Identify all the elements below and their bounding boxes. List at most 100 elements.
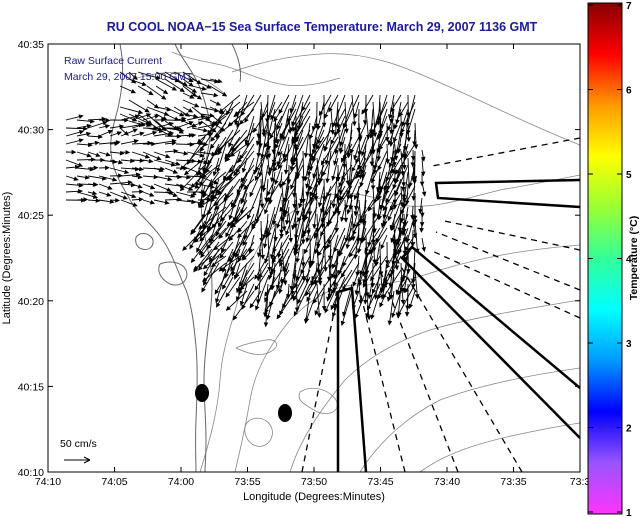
coastline-path — [158, 261, 188, 286]
colorbar-tick-label: 4 — [626, 255, 632, 266]
vector-arrowhead — [418, 208, 423, 214]
current-vector — [320, 185, 332, 213]
current-vector — [414, 220, 419, 253]
vector-arrowhead — [199, 231, 205, 238]
current-vector — [267, 213, 276, 237]
current-vector — [341, 290, 353, 326]
current-vector — [252, 199, 262, 228]
vector-arrowhead — [255, 166, 260, 172]
vector-arrowhead — [324, 160, 330, 166]
current-vector — [244, 94, 262, 123]
vector-arrowhead — [249, 303, 255, 309]
current-vector — [180, 143, 206, 170]
vector-arrowhead — [330, 289, 336, 295]
current-vector — [314, 227, 325, 254]
current-vector — [304, 157, 311, 181]
current-vector — [370, 115, 381, 138]
vector-arrowhead — [340, 216, 345, 223]
vector-arrowhead — [385, 159, 390, 165]
current-vector — [358, 262, 367, 286]
vector-arrowhead — [175, 161, 181, 166]
vector-arrowhead — [280, 278, 286, 284]
y-tick-label: 40:20 — [18, 296, 44, 308]
vector-arrowhead — [313, 196, 319, 201]
current-vector — [297, 276, 311, 304]
vector-arrowhead — [357, 174, 363, 180]
current-vector — [398, 227, 409, 254]
vector-arrowhead — [330, 129, 335, 135]
vector-arrowhead — [78, 188, 83, 194]
current-vector — [366, 290, 374, 318]
current-vector — [265, 178, 269, 202]
current-vector — [191, 206, 213, 234]
current-vector — [192, 171, 213, 197]
current-vector — [283, 136, 297, 162]
vector-arrowhead — [174, 116, 180, 121]
current-vector — [409, 164, 416, 187]
vector-arrowhead — [259, 203, 265, 209]
vector-arrowhead — [193, 113, 199, 119]
current-vector — [317, 234, 332, 256]
current-vector — [360, 143, 374, 174]
current-vector — [346, 220, 353, 249]
vector-arrowhead — [279, 261, 284, 267]
colorbar-tick-label: 6 — [626, 86, 632, 97]
current-vector — [377, 171, 381, 200]
x-axis-label: Longitude (Degrees:Minutes) — [243, 491, 385, 503]
vector-arrowhead — [154, 114, 160, 119]
vector-arrowhead — [256, 252, 262, 258]
y-tick-label: 40:35 — [18, 39, 44, 51]
vector-arrowhead — [190, 229, 195, 236]
current-vector — [395, 143, 416, 174]
vector-arrowhead — [323, 210, 329, 216]
vector-arrowhead — [394, 265, 400, 271]
vector-arrowhead — [267, 266, 272, 272]
vector-arrowhead — [122, 195, 129, 200]
colorbar-tick-label: 2 — [626, 424, 632, 435]
vector-arrowhead — [264, 154, 270, 160]
vector-arrowhead — [248, 248, 253, 254]
vector-arrowhead — [263, 312, 268, 318]
vector-arrowhead — [236, 287, 241, 294]
vector-arrowhead — [382, 205, 388, 212]
vector-arrowhead — [240, 197, 245, 204]
current-vector — [219, 94, 241, 113]
vector-arrowhead — [394, 250, 400, 256]
current-vector — [309, 143, 312, 171]
current-vector — [268, 255, 276, 280]
vector-arrowhead — [158, 167, 164, 173]
vector-arrowhead — [138, 197, 144, 202]
overlay-line1: Raw Surface Current — [64, 55, 162, 67]
vector-arrowhead — [152, 130, 158, 136]
vector-arrowhead — [95, 152, 101, 158]
current-vector — [267, 178, 283, 202]
current-vector — [371, 290, 381, 319]
vector-arrowhead — [263, 142, 269, 149]
vector-arrowhead — [399, 217, 405, 224]
vector-arrowhead — [231, 271, 236, 277]
overlay-line2: March 29, 2007 15:00 GMT — [64, 71, 193, 83]
vector-arrowhead — [360, 151, 366, 157]
current-vector — [339, 227, 353, 256]
current-vector — [344, 150, 349, 185]
vector-arrowhead — [348, 252, 354, 258]
current-vector — [254, 269, 269, 291]
vector-arrowhead — [208, 181, 214, 187]
current-vector — [373, 150, 381, 174]
vector-arrowhead — [352, 223, 357, 229]
current-vector — [307, 206, 311, 234]
current-vector — [401, 129, 409, 158]
vector-arrowhead — [124, 169, 130, 175]
colorbar-label: Temperature (°C) — [628, 216, 640, 301]
vector-arrowhead — [361, 109, 366, 115]
current-vector — [264, 283, 283, 313]
vector-arrowhead — [270, 268, 276, 274]
current-vector — [390, 108, 395, 134]
vector-arrowhead — [162, 89, 169, 95]
current-vector — [276, 262, 283, 289]
vector-arrowhead — [291, 121, 296, 127]
vector-arrowhead — [402, 250, 408, 256]
current-vector — [217, 171, 241, 195]
vector-arrowhead — [171, 86, 178, 91]
current-vector — [305, 122, 311, 158]
